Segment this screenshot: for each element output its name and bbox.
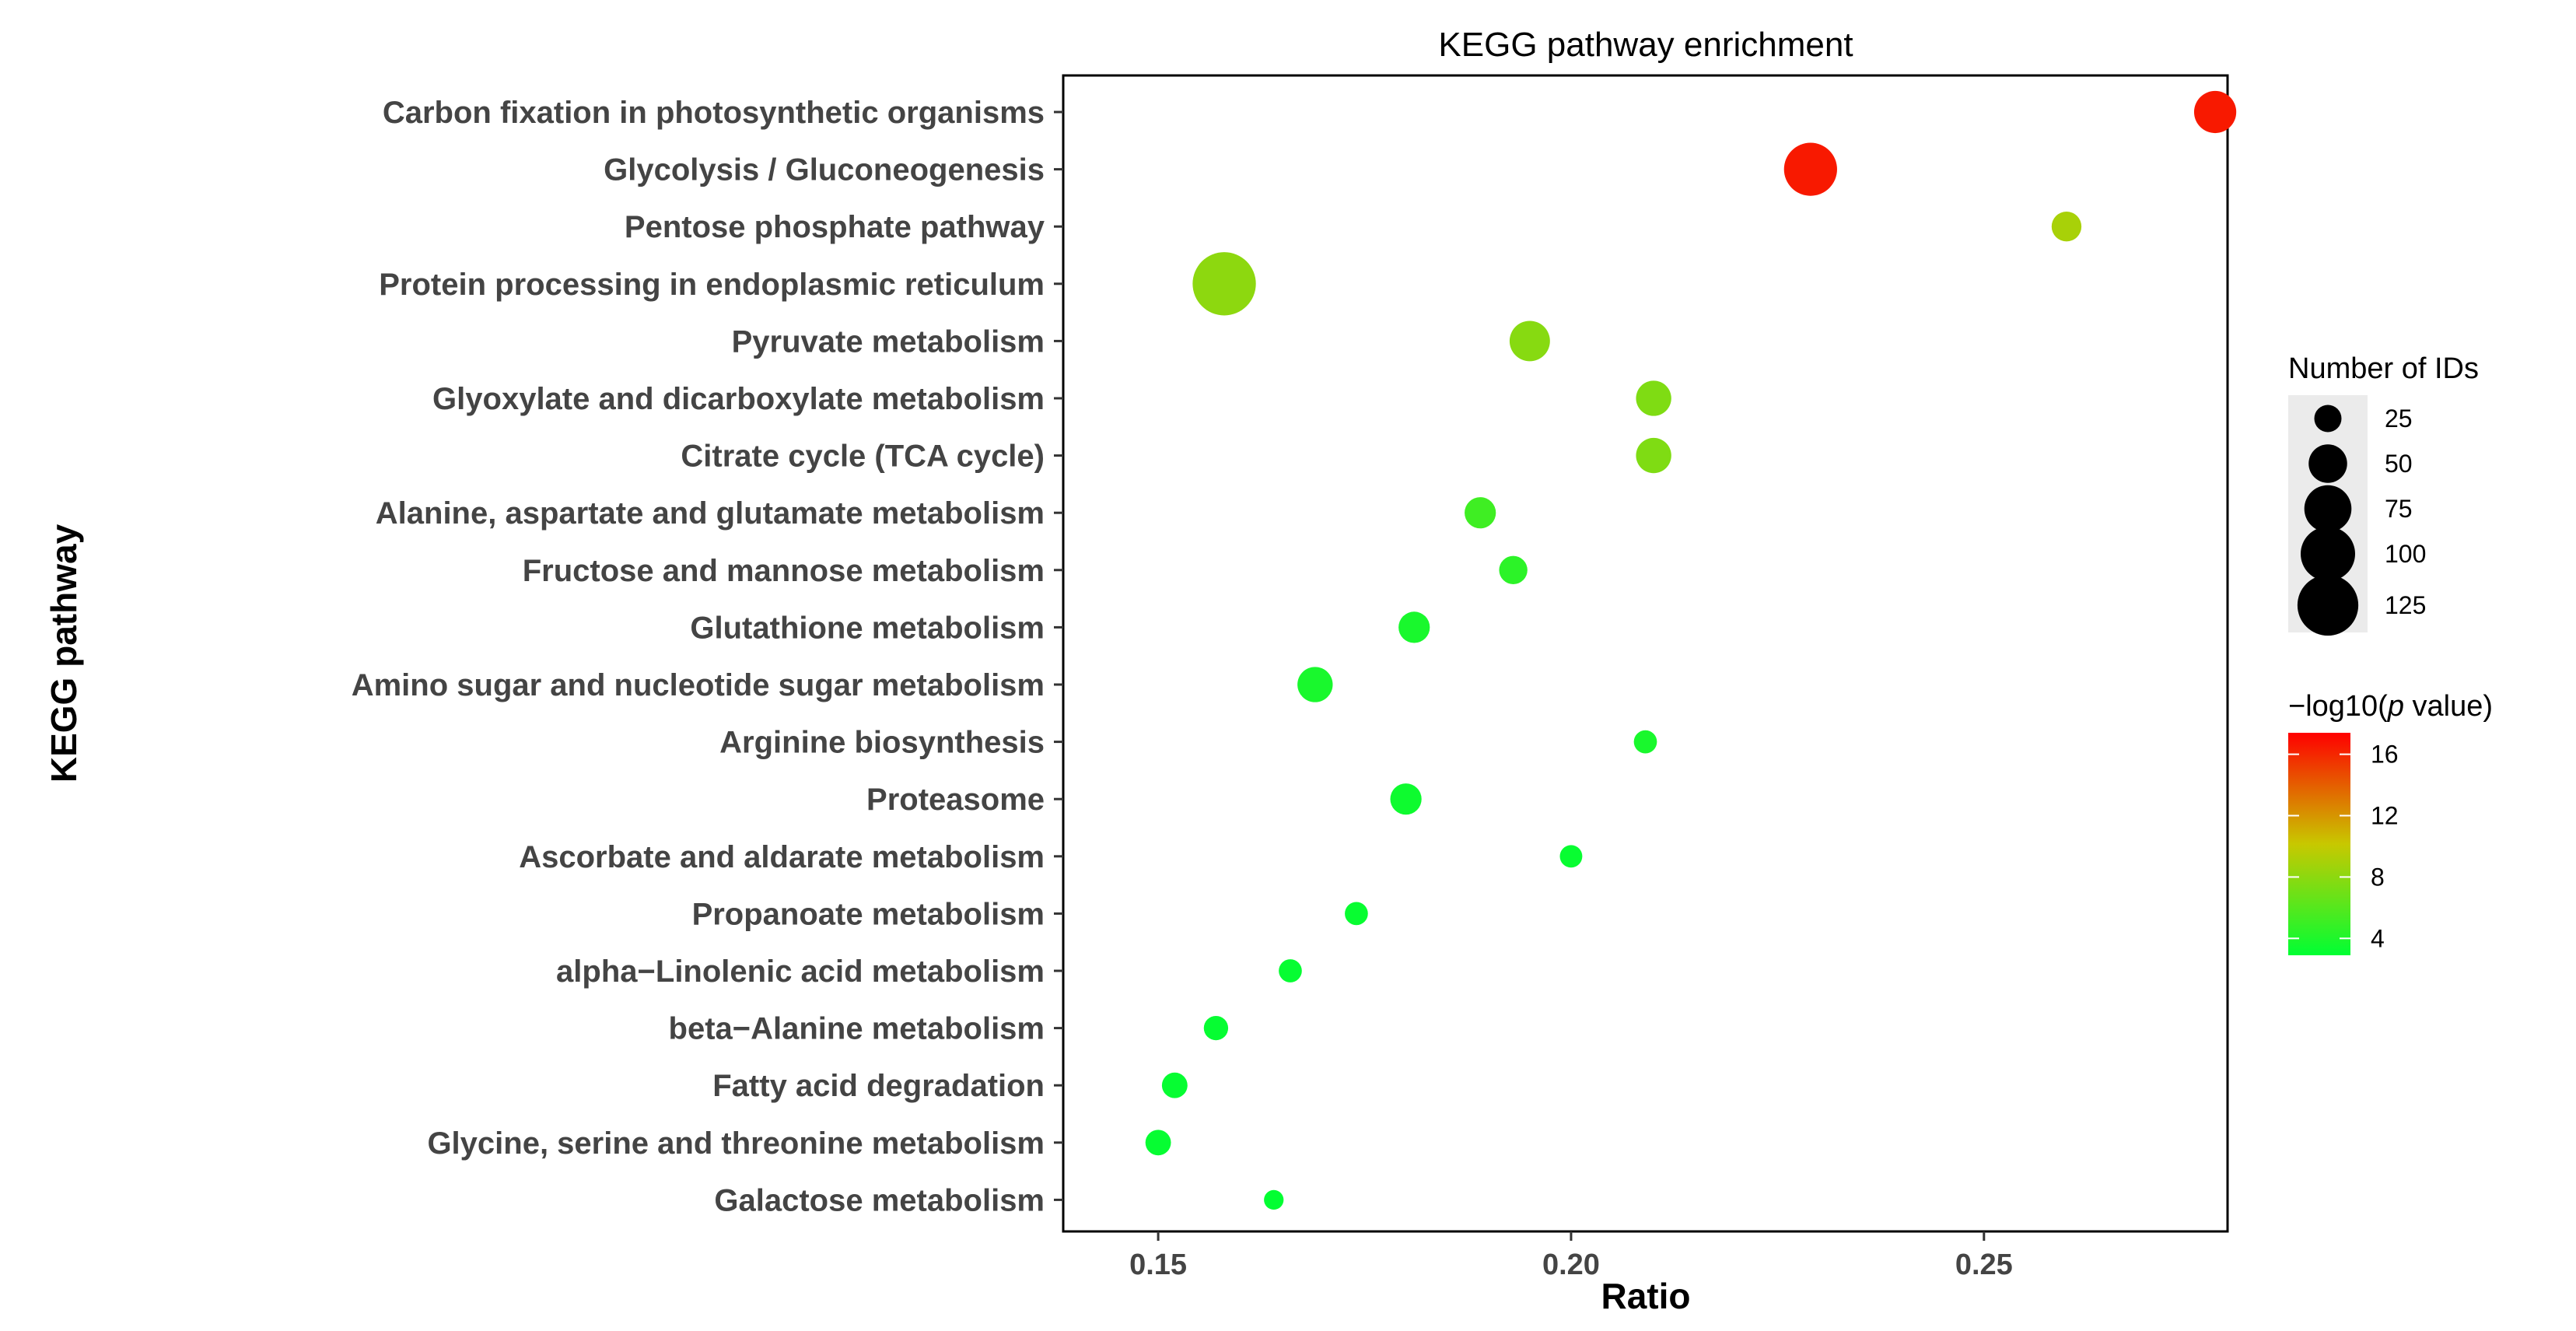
data-point xyxy=(1633,730,1657,754)
size-legend-key xyxy=(2304,485,2352,533)
data-point xyxy=(2051,212,2082,242)
color-legend-label: 12 xyxy=(2371,802,2399,830)
y-tick-label: alpha−Linolenic acid metabolism xyxy=(556,954,1045,989)
y-tick-label: Proteasome xyxy=(866,783,1045,817)
color-legend-label: 8 xyxy=(2371,863,2385,891)
y-axis-labels: Carbon fixation in photosynthetic organi… xyxy=(352,96,1045,1217)
data-point xyxy=(1264,1189,1284,1210)
data-points xyxy=(1145,90,2237,1210)
color-legend-title: −log10(p value) xyxy=(2288,690,2493,723)
y-tick-label: Pentose phosphate pathway xyxy=(625,210,1045,244)
data-point xyxy=(1345,902,1368,926)
data-point xyxy=(1509,320,1550,362)
y-tick-label: Amino sugar and nucleotide sugar metabol… xyxy=(352,668,1045,702)
data-point xyxy=(1398,611,1430,643)
data-point xyxy=(2193,90,2237,134)
x-axis-ticks: 0.15 0.20 0.25 xyxy=(1129,1231,2013,1281)
y-tick-label: Alanine, aspartate and glutamate metabol… xyxy=(376,496,1045,531)
data-point xyxy=(1499,555,1528,584)
y-tick-label: Pyruvate metabolism xyxy=(732,324,1045,359)
y-tick-label: Carbon fixation in photosynthetic organi… xyxy=(383,96,1045,130)
data-point xyxy=(1559,845,1583,868)
data-point xyxy=(1192,252,1256,316)
y-tick-label: Glycine, serine and threonine metabolism xyxy=(427,1126,1045,1161)
color-bar xyxy=(2288,733,2350,955)
size-legend-label: 125 xyxy=(2385,591,2426,619)
data-point xyxy=(1636,380,1671,416)
y-tick-label: Arginine biosynthesis xyxy=(719,726,1045,760)
size-legend: Number of IDs 25 50 75 100 125 xyxy=(2288,352,2479,636)
y-tick-label: Glutathione metabolism xyxy=(690,611,1045,645)
x-tick-label: 0.15 xyxy=(1129,1249,1187,1281)
chart-title: KEGG pathway enrichment xyxy=(1438,26,1853,64)
data-point xyxy=(1145,1130,1171,1156)
x-tick-label: 0.20 xyxy=(1542,1249,1600,1281)
size-legend-key xyxy=(2308,444,2347,483)
size-legend-key xyxy=(2297,574,2359,636)
size-legend-label: 100 xyxy=(2385,540,2426,568)
y-tick-label: Fructose and mannose metabolism xyxy=(523,554,1045,588)
data-point xyxy=(1203,1015,1229,1041)
data-point xyxy=(1297,667,1333,702)
data-point xyxy=(1783,142,1837,196)
x-tick-label: 0.25 xyxy=(1955,1249,2013,1281)
y-tick-label: beta−Alanine metabolism xyxy=(669,1012,1045,1046)
y-tick-label: Propanoate metabolism xyxy=(692,897,1045,931)
size-legend-label: 75 xyxy=(2385,495,2413,523)
data-point xyxy=(1390,783,1422,815)
data-point xyxy=(1279,959,1302,982)
data-point xyxy=(1465,497,1496,529)
y-axis-ticks xyxy=(1054,110,1063,1201)
y-tick-label: Protein processing in endoplasmic reticu… xyxy=(379,268,1045,302)
data-point xyxy=(1161,1072,1188,1098)
size-legend-label: 50 xyxy=(2385,450,2413,478)
plot-panel xyxy=(1062,74,2229,1233)
size-legend-title: Number of IDs xyxy=(2288,352,2479,385)
y-tick-label: Fatty acid degradation xyxy=(712,1069,1045,1103)
y-tick-label: Ascorbate and aldarate metabolism xyxy=(519,840,1045,874)
size-legend-key xyxy=(2314,405,2342,433)
size-legend-label: 25 xyxy=(2385,405,2413,433)
y-tick-label: Glyoxylate and dicarboxylate metabolism xyxy=(432,382,1045,416)
x-axis-title: Ratio xyxy=(1601,1276,1691,1316)
color-legend-label: 16 xyxy=(2371,741,2399,769)
color-legend-label: 4 xyxy=(2371,924,2385,952)
y-tick-label: Glycolysis / Gluconeogenesis xyxy=(604,153,1045,187)
y-axis-title: KEGG pathway xyxy=(44,524,84,783)
size-legend-key xyxy=(2301,527,2355,581)
color-legend: −log10(p value) 4 8 12 16 xyxy=(2288,690,2493,955)
y-tick-label: Citrate cycle (TCA cycle) xyxy=(681,440,1045,474)
data-point xyxy=(1636,437,1671,474)
y-tick-label: Galactose metabolism xyxy=(714,1183,1045,1217)
